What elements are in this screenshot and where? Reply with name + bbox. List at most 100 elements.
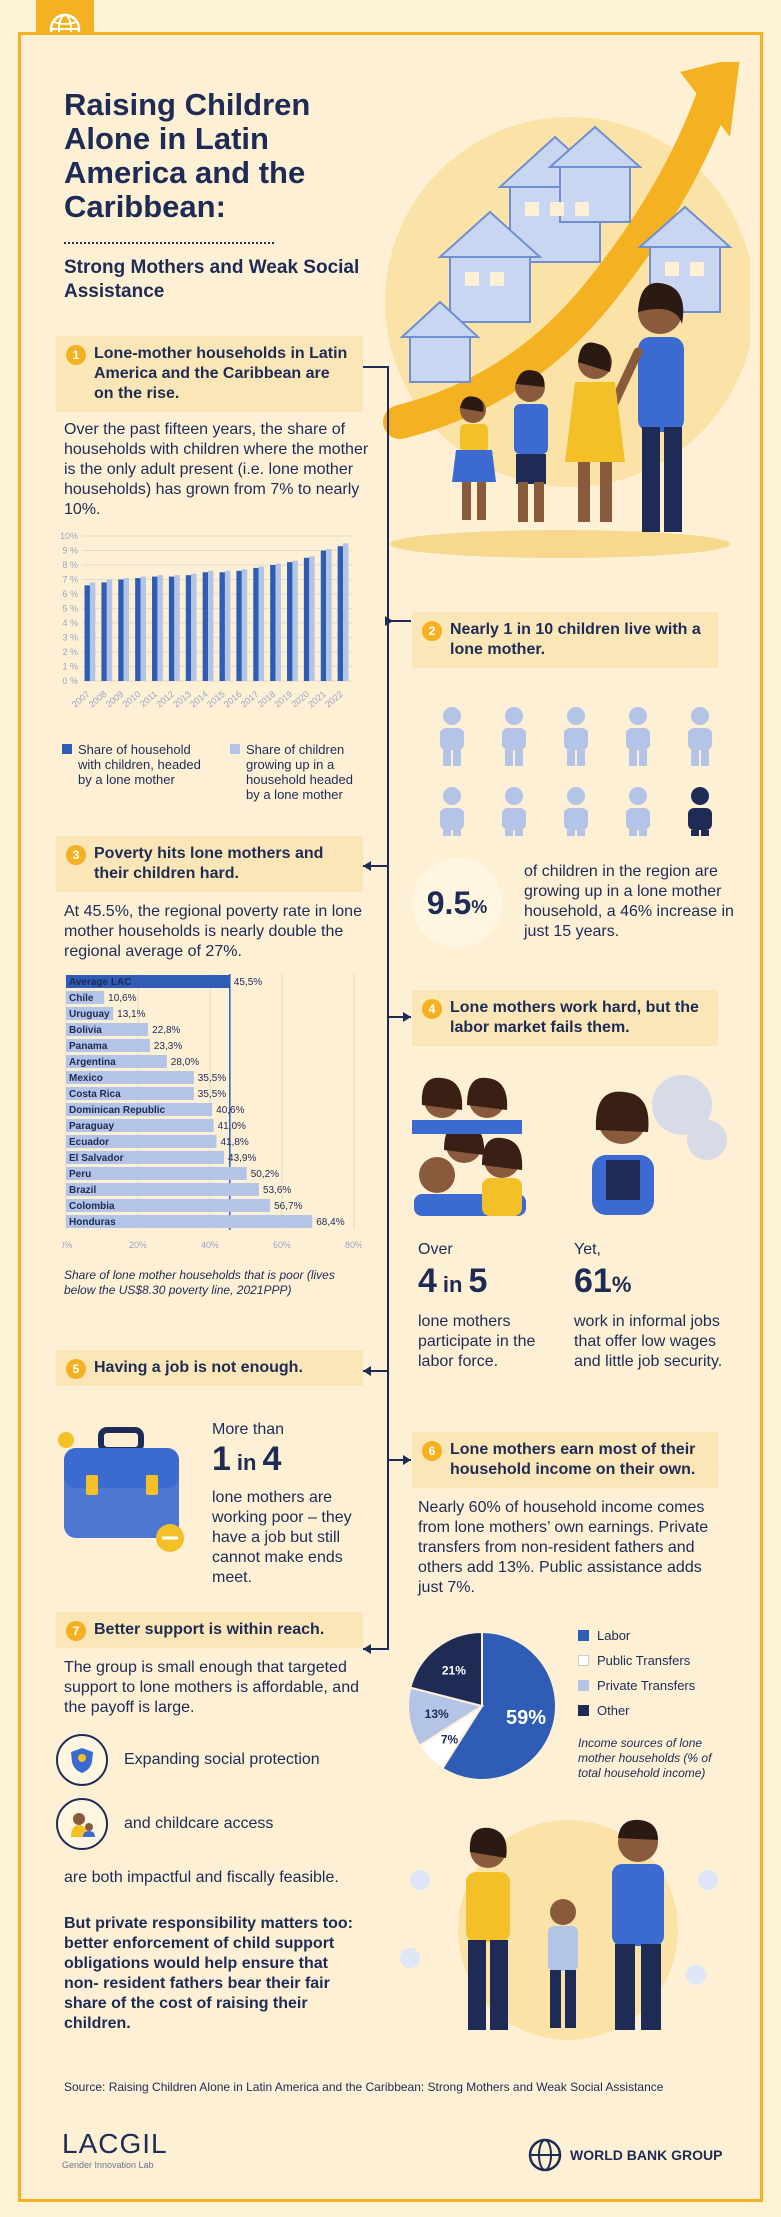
legend-households: Share of household with children, headed… [62, 742, 212, 787]
bar-children [275, 563, 281, 681]
bar-households [185, 575, 192, 681]
children-pictogram [440, 707, 712, 836]
source-citation: Source: Raising Children Alone in Latin … [64, 2080, 664, 2094]
bar-ecuador [66, 1135, 217, 1148]
stat-informal-figure: 61 % [574, 1262, 631, 1301]
poverty-chart-caption: Share of lone mother households that is … [64, 1268, 335, 1297]
category-label: Panama [69, 1041, 108, 1052]
connector-5 [363, 1370, 389, 1372]
support-item-1: Expanding social protection [124, 1751, 320, 1768]
bar-children [343, 543, 349, 681]
child-icon [502, 707, 526, 766]
lacgil-logo-text: LACGIL [62, 2128, 168, 2159]
childcare-icon [56, 1798, 108, 1850]
pie-slice-labor [440, 1630, 557, 1781]
support-item-3: are both impactful and fiscally feasible… [64, 1869, 339, 1886]
bar-costa-rica [66, 1087, 194, 1100]
pie-legend-item: Labor [578, 1628, 728, 1643]
bar-children [157, 575, 163, 681]
page-subtitle: Strong Mothers and Weak Social Assistanc… [64, 257, 360, 302]
child-boy [514, 370, 548, 522]
people-icon [410, 1870, 430, 1890]
world-bank-logo-text: WORLD BANK GROUP [570, 2147, 723, 2163]
value-label: 28,0% [171, 1057, 199, 1068]
bar-households [168, 576, 175, 681]
bar-colombia [66, 1199, 271, 1212]
value-label: 43,9% [228, 1153, 256, 1164]
section-4-number: 4 [422, 999, 442, 1019]
child-icon-highlighted [688, 787, 712, 836]
stat-poor-figure: 1 in 4 [212, 1440, 281, 1479]
stat-poor-mid: in [236, 1450, 257, 1475]
x-tick-label: 2022 [323, 689, 345, 710]
stat-children-unit: % [471, 896, 488, 917]
section-2-heading: 2 Nearly 1 in 10 children live with a lo… [412, 612, 718, 668]
connector-3-arrow [363, 861, 371, 871]
child-small [452, 396, 496, 520]
pie-legend-swatch [578, 1630, 589, 1641]
chart-income-sources: 59% 7% 13% 21% [407, 1630, 557, 1781]
y-tick-label: 4 % [62, 618, 78, 628]
lacgil-logo: LACGIL Gender Innovation Lab [62, 2128, 168, 2170]
bar-children [140, 576, 146, 681]
child-icon [564, 707, 588, 766]
bar-children [208, 570, 214, 681]
category-label: Bolivia [69, 1025, 102, 1036]
section-7-heading-text: Better support is within reach. [94, 1621, 325, 1638]
rising-arrow-head [680, 62, 740, 137]
bar-households [287, 562, 293, 681]
bar-average-lac [66, 975, 230, 988]
value-label: 22,8% [152, 1025, 180, 1036]
value-label: 35,5% [198, 1073, 226, 1084]
connector-7-arrow [363, 1644, 371, 1654]
women-group-illustration [412, 1077, 526, 1216]
bar-children [326, 549, 332, 681]
section-1-text: Over the past fifteen years, the share o… [64, 421, 369, 518]
section-6-heading-text: Lone mothers earn most of their househol… [450, 1441, 696, 1478]
stat-informal-pre: Yet, [574, 1241, 601, 1258]
legend-swatch-households [62, 744, 72, 754]
category-label: Mexico [69, 1073, 103, 1084]
bar-children [89, 582, 96, 681]
y-tick-label: 6 % [62, 589, 78, 599]
connector-2-arrow [385, 616, 393, 626]
value-label: 50,2% [251, 1169, 279, 1180]
child-icon [626, 707, 650, 766]
pie-legend-swatch [578, 1680, 589, 1691]
title-divider [64, 242, 274, 244]
section-6-text: Nearly 60% of household income comes fro… [418, 1499, 709, 1596]
value-label: 13,1% [117, 1009, 145, 1020]
worker-woman-illustration [592, 1075, 727, 1215]
child-figure-2 [548, 1899, 578, 2028]
pie-legend-label: Private Transfers [597, 1678, 696, 1693]
section-2-heading-text: Nearly 1 in 10 children live with a lone… [450, 621, 701, 658]
legend-swatch-children [230, 744, 240, 754]
support-item-2: and childcare access [124, 1815, 274, 1832]
shield-icon [56, 1734, 108, 1786]
pie-legend-swatch [578, 1705, 589, 1716]
stat-poor-pre: More than [212, 1421, 285, 1438]
category-label: Argentina [69, 1057, 116, 1068]
bar-households [135, 578, 141, 681]
pie-value-label: 59% [506, 1707, 546, 1729]
x-tick-label: 2011 [138, 689, 159, 709]
x-tick-label: 60% [273, 1240, 291, 1250]
connector-4-arrow [403, 1012, 411, 1022]
father-figure [612, 1819, 664, 2030]
chart-poverty-rate: Average LAC 45,5% Chile 10,6% Uruguay 13,1% Bo… [62, 974, 362, 1250]
y-tick-label: 9 % [62, 546, 78, 556]
bar-children [292, 560, 298, 681]
value-label: 35,5% [198, 1089, 226, 1100]
category-label: Honduras [69, 1217, 116, 1228]
value-label: 56,7% [274, 1201, 302, 1212]
stat-labor-a: 4 [418, 1262, 437, 1300]
section-5-heading: 5 Having a job is not enough. [56, 1350, 363, 1386]
section-5-number: 5 [66, 1359, 86, 1379]
stat-poor-text: lone mothers are working poor – they hav… [212, 1489, 352, 1586]
bar-dominican-republic [66, 1103, 213, 1116]
pie-legend-label: Labor [597, 1628, 631, 1643]
bar-bolivia [66, 1023, 149, 1036]
pie-slice-other [409, 1630, 483, 1708]
section-2-number: 2 [422, 621, 442, 641]
stat-labor-pre: Over [418, 1241, 453, 1258]
